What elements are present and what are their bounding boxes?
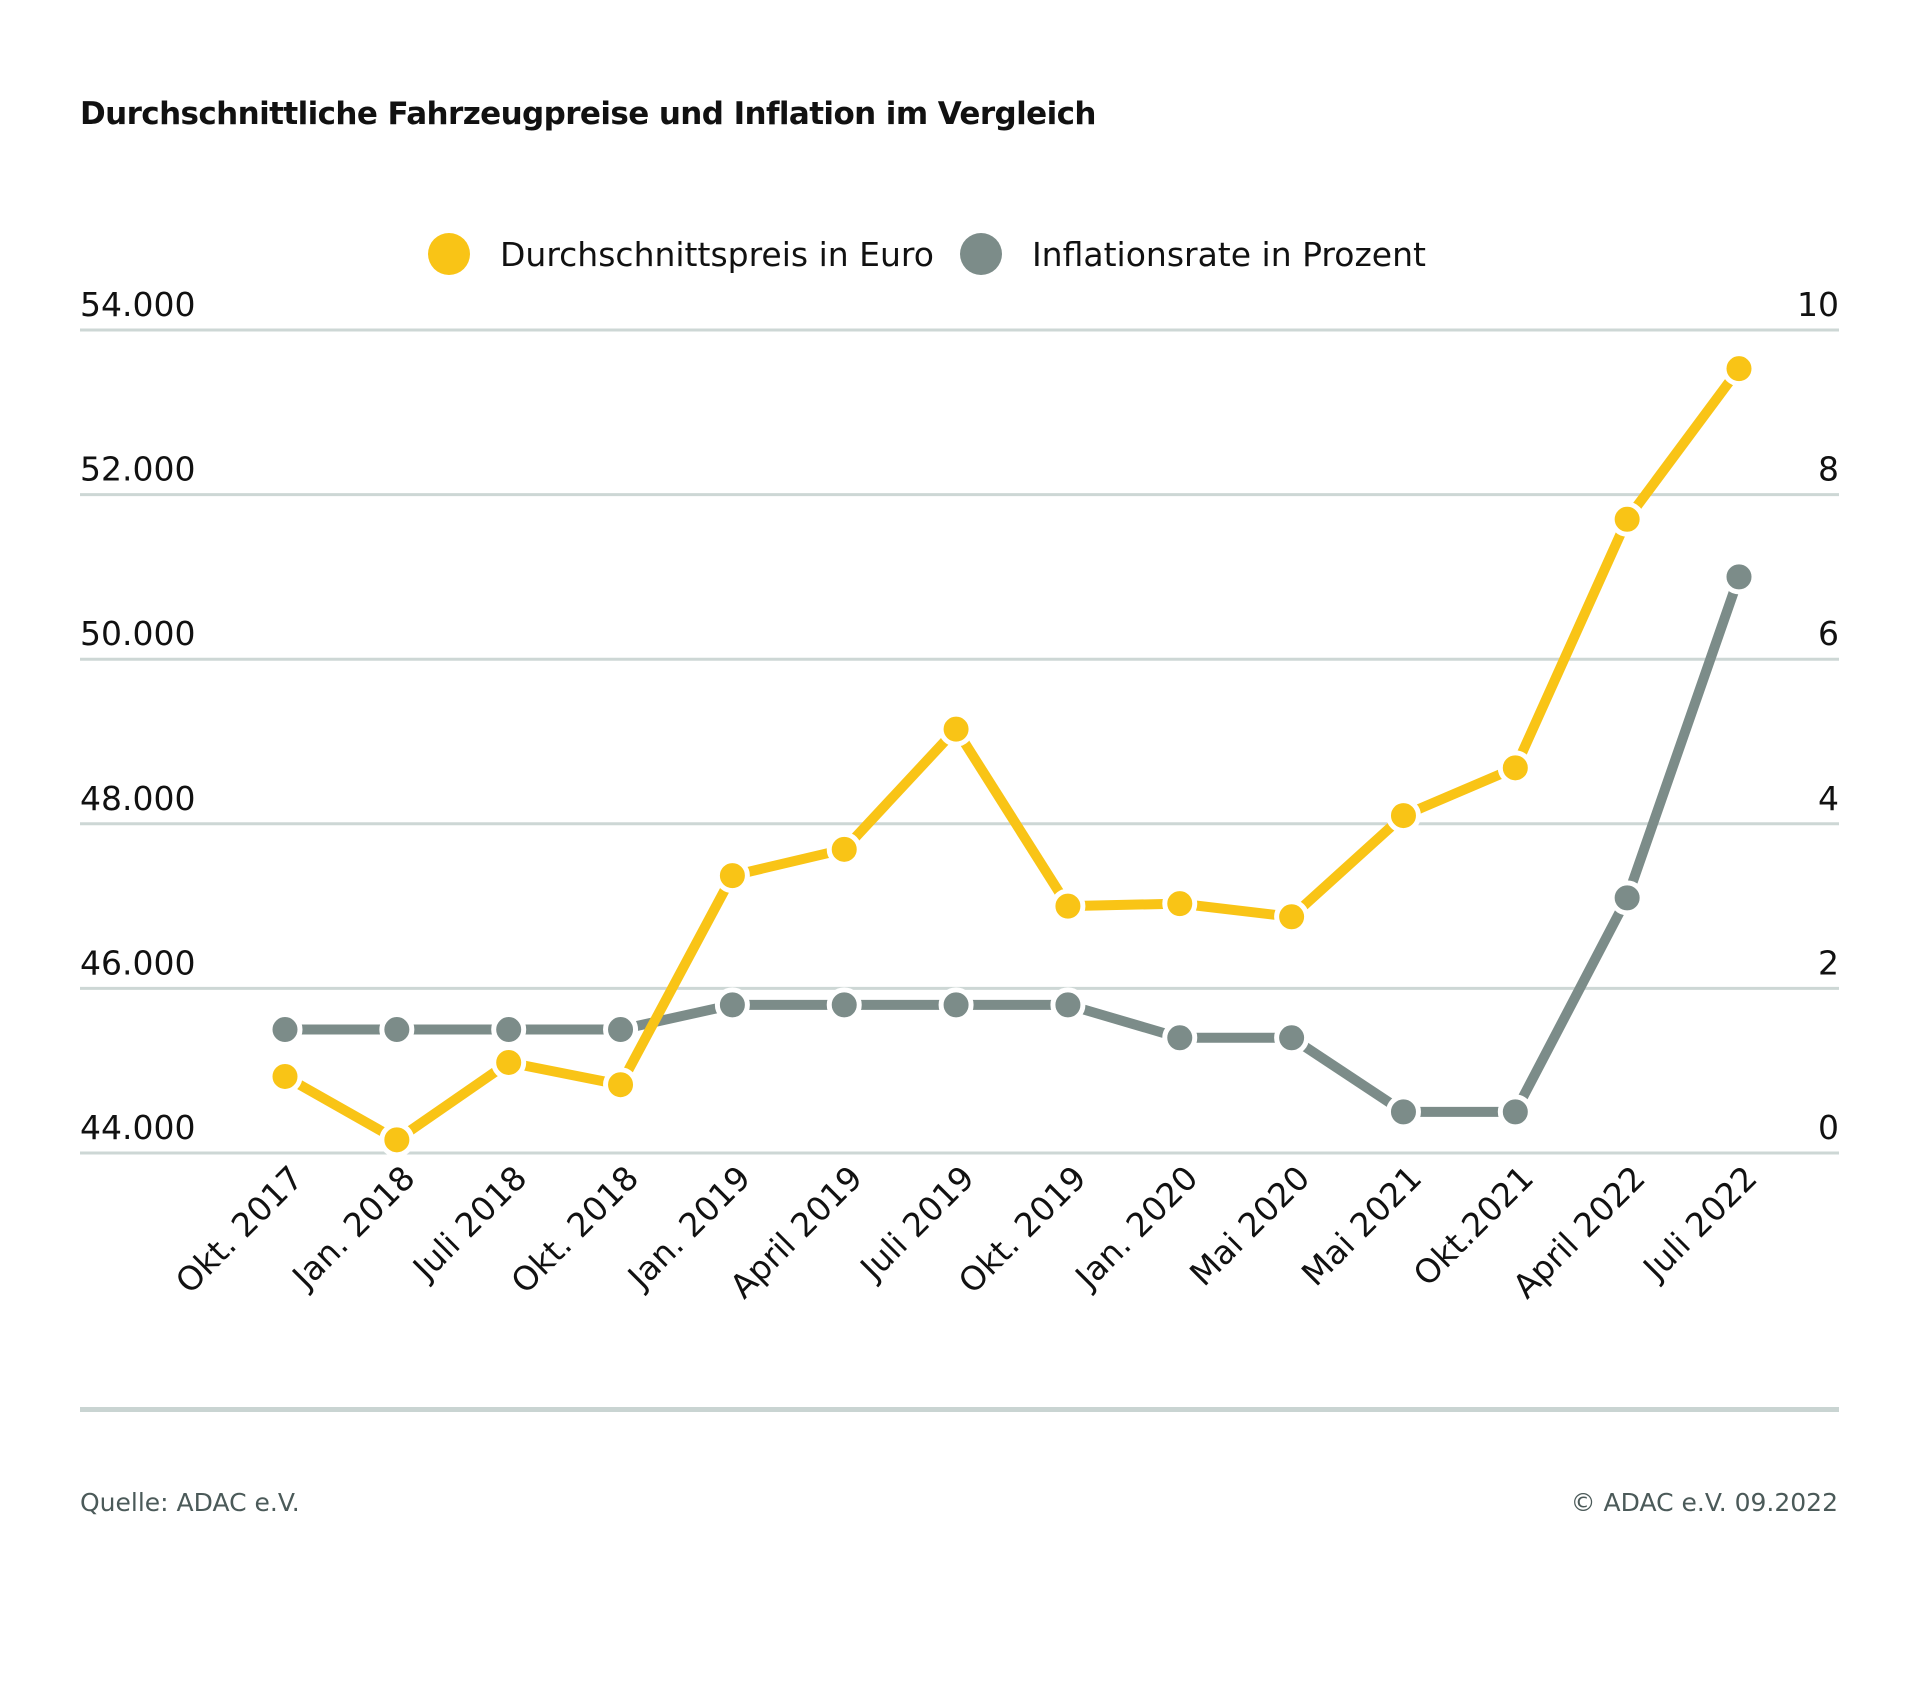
y-right-tick-label: 2 xyxy=(1818,943,1839,982)
series-inflation xyxy=(267,559,1757,1130)
series-layer xyxy=(267,351,1757,1158)
series-price xyxy=(267,351,1757,1158)
y-left-tick-label: 48.000 xyxy=(80,779,195,818)
series-segment xyxy=(1179,898,1293,922)
copyright-note: © ADAC e.V. 09.2022 xyxy=(1570,1488,1838,1517)
series-segment xyxy=(1288,1033,1407,1117)
series-segment xyxy=(1067,898,1180,912)
series-segment xyxy=(840,725,960,853)
line-chart: 44.000 46.000 48.000 50.000 52.000 54.000 0 2 4… xyxy=(80,285,1839,1306)
data-point xyxy=(379,1122,415,1158)
legend-item-price: Durchschnittspreis in Euro xyxy=(428,233,934,275)
data-point xyxy=(379,1012,415,1048)
legend-dot-price-icon xyxy=(428,233,470,275)
series-segment xyxy=(731,844,846,881)
legend-item-inflation: Inflationsrate in Prozent xyxy=(959,233,1426,275)
chart-title: Durchschnittliche Fahrzeugpreise und Inf… xyxy=(80,96,1096,132)
series-segment xyxy=(394,1058,512,1144)
data-point xyxy=(267,1012,303,1048)
x-tick-label: Okt. 2017 xyxy=(168,1158,311,1301)
series-segment xyxy=(616,873,737,1088)
y-right-tick-label: 10 xyxy=(1797,285,1839,324)
data-point xyxy=(1274,899,1310,935)
y-left-tick-label: 54.000 xyxy=(80,285,195,324)
y-right-tick-label: 8 xyxy=(1818,450,1839,489)
data-point xyxy=(1162,1020,1198,1056)
data-point xyxy=(714,858,750,894)
data-point xyxy=(267,1058,303,1094)
legend-dot-inflation-icon xyxy=(959,233,1002,275)
series-segment xyxy=(1510,895,1632,1115)
data-point xyxy=(1162,886,1198,922)
x-tick-label: Mai 2020 xyxy=(1182,1158,1317,1293)
data-point xyxy=(1385,1094,1421,1130)
data-point xyxy=(826,987,862,1023)
data-point xyxy=(1385,798,1421,834)
data-point xyxy=(1609,880,1645,916)
y-right-tick-label: 6 xyxy=(1818,614,1839,653)
series-segment xyxy=(1288,811,1407,921)
y-left-tick-label: 50.000 xyxy=(80,614,195,653)
data-point xyxy=(491,1044,527,1080)
y-right-tick-label: 4 xyxy=(1818,779,1839,818)
source-note: Quelle: ADAC e.V. xyxy=(80,1488,300,1517)
y-left-tick-label: 52.000 xyxy=(80,450,195,489)
bottom-divider xyxy=(80,1407,1839,1412)
y-axis-left: 44.000 46.000 48.000 50.000 52.000 54.000 xyxy=(80,285,195,1147)
data-point xyxy=(938,987,974,1023)
series-segment xyxy=(1510,517,1632,770)
data-point xyxy=(1721,351,1757,387)
series-segment xyxy=(951,726,1073,909)
x-tick-label: Juli 2022 xyxy=(1634,1158,1764,1288)
y-right-tick-label: 0 xyxy=(1818,1108,1839,1147)
y-left-tick-label: 44.000 xyxy=(80,1108,195,1147)
data-point xyxy=(1274,1020,1310,1056)
data-point xyxy=(1497,750,1533,786)
series-segment xyxy=(619,999,734,1035)
data-point xyxy=(714,987,750,1023)
data-point xyxy=(1050,888,1086,924)
data-point xyxy=(938,711,974,747)
data-point xyxy=(1497,1094,1533,1130)
x-tick-label: Jan. 2018 xyxy=(283,1158,422,1297)
legend-label-inflation: Inflationsrate in Prozent xyxy=(1031,234,1426,274)
data-point xyxy=(603,1067,639,1103)
y-axis-right: 0 2 4 6 8 10 xyxy=(1797,285,1839,1147)
data-point xyxy=(1609,501,1645,537)
data-point xyxy=(1721,559,1757,595)
x-tick-label: Mai 2021 xyxy=(1294,1158,1429,1293)
data-point xyxy=(491,1012,527,1048)
data-point xyxy=(826,831,862,867)
y-left-tick-label: 46.000 xyxy=(80,943,195,982)
series-segment xyxy=(1066,1000,1182,1043)
x-tick-label: Jan. 2020 xyxy=(1066,1158,1205,1297)
series-segment xyxy=(1622,575,1744,900)
data-point xyxy=(603,1012,639,1048)
series-segment xyxy=(1623,365,1744,523)
data-point xyxy=(1050,987,1086,1023)
series-segment xyxy=(282,1072,400,1145)
series-segment xyxy=(1401,763,1518,821)
legend-label-price: Durchschnittspreis in Euro xyxy=(500,234,934,274)
chart-legend: Durchschnittspreis in Euro Inflationsrat… xyxy=(428,230,1452,278)
series-segment xyxy=(507,1057,622,1090)
